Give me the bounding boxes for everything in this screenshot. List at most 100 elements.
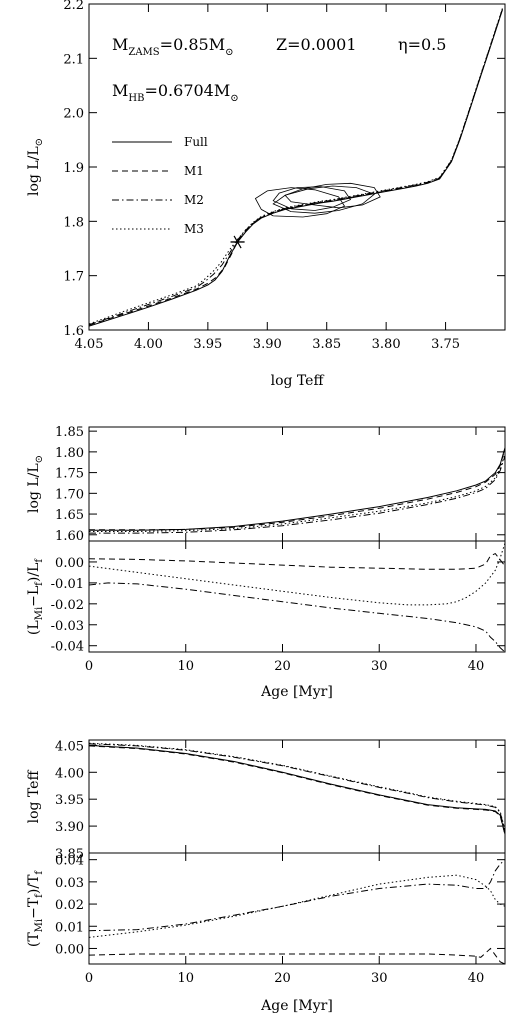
- hr-series-m3: [89, 7, 504, 325]
- lum-series-full: [89, 447, 505, 531]
- lum-ytick-label: 1.80: [55, 446, 84, 461]
- hr-y-axis-label: log L/L⊙: [26, 138, 45, 196]
- lumres-series-m1: [89, 552, 505, 570]
- teff-ytick-label: 3.90: [55, 820, 84, 835]
- lum-ytick-label: 1.60: [55, 529, 84, 544]
- lumres-xtick-label: 10: [177, 659, 194, 674]
- teffres-xtick-label: 0: [85, 971, 93, 986]
- teff-series-m2: [89, 743, 505, 832]
- hr-blue-loop-2: [254, 187, 346, 218]
- legend: Full M1 M2 M3: [112, 135, 208, 236]
- annotation-mhb: MHB=0.6704M⊙: [112, 81, 239, 104]
- hr-ytick-label: 2.0: [63, 107, 84, 122]
- legend-label-m1: M1: [184, 164, 204, 178]
- hr-xtick-label: 4.00: [134, 337, 163, 352]
- lumres-xtick-label: 20: [274, 659, 291, 674]
- teffres-y-axis-label: (TMi−Tf)/Tf: [26, 870, 45, 948]
- lum-residual-panel: 0.00 -0.01 -0.02 -0.03 -0.040 10 20 30 40 (LMi−L…: [26, 540, 506, 700]
- hr-xtick-label: 3.80: [372, 337, 401, 352]
- hr-x-axis-label: log Teff: [271, 373, 325, 389]
- lumres-series-group: [89, 542, 505, 652]
- hr-xtick-label: 3.75: [431, 337, 460, 352]
- legend-label-m3: M3: [184, 222, 204, 236]
- lum-series-m3: [89, 453, 505, 532]
- teffres-ytick-label: 0.01: [55, 920, 84, 935]
- hr-ytick-label: 2.2: [63, 0, 84, 13]
- lum-series-m2: [89, 455, 505, 534]
- lumres-ytick-label: -0.02: [51, 598, 84, 613]
- hr-ytick-label: 2.1: [63, 52, 84, 67]
- legend-label-m2: M2: [184, 193, 204, 207]
- teffres-xtick-label: 30: [371, 971, 388, 986]
- teff-age-panel: 3.85 3.90 3.95 4.00 4.05 log Teff: [26, 739, 506, 862]
- hr-ytick-label: 1.8: [63, 215, 84, 230]
- hr-asterisk-marker: [230, 235, 245, 249]
- lumres-xtick-label: 0: [85, 659, 93, 674]
- annotation-eta: η=0.5: [398, 35, 446, 54]
- teff-series-group: [89, 742, 505, 835]
- lum-axis-ticks: 1.60 1.65 1.70 1.75 1.80 1.85: [55, 425, 505, 544]
- legend-label-full: Full: [184, 135, 208, 149]
- teffres-x-axis-label: Age [Myr]: [260, 998, 333, 1014]
- hr-xtick-label: 3.85: [312, 337, 341, 352]
- lumres-ytick-label: 0.00: [55, 556, 84, 571]
- lumres-series-m3: [89, 542, 505, 606]
- teffres-ytick-label: 0.04: [55, 854, 84, 869]
- teff-ytick-label: 4.00: [55, 766, 84, 781]
- lum-ytick-label: 1.65: [55, 508, 84, 523]
- lumres-ytick-label: -0.01: [51, 577, 84, 592]
- lumres-xtick-label: 40: [468, 659, 485, 674]
- hr-blue-loop-3: [272, 186, 352, 211]
- teffres-axis-ticks: 0.00 0.01 0.02 0.03 0.04 0 10 20 30 40: [55, 853, 505, 986]
- lum-series-group: [89, 447, 505, 534]
- lumres-y-axis-label: (LMi−Lf)/Lf: [26, 558, 45, 635]
- lumres-x-axis-label: Age [Myr]: [260, 684, 333, 700]
- hr-diagram-panel: 1.6 1.7 1.8 1.9 2.0 2.1 2.2 4.05 4.00 3.95 3.90 3.8…: [26, 0, 506, 389]
- teff-y-axis-label: log Teff: [26, 770, 42, 824]
- annotation-mzams: MZAMS=0.85M⊙: [112, 35, 233, 58]
- luminosity-age-panel: 1.60 1.65 1.70 1.75 1.80 1.85 log L/L⊙: [26, 425, 506, 544]
- teffres-ytick-label: 0.03: [55, 876, 84, 891]
- teff-axis-ticks: 3.85 3.90 3.95 4.00 4.05: [55, 739, 505, 862]
- lumres-ytick-label: -0.03: [51, 619, 84, 634]
- lumres-series-m2: [89, 582, 505, 652]
- teff-ytick-label: 3.95: [55, 793, 84, 808]
- hr-ytick-label: 1.6: [63, 324, 84, 339]
- teffres-plot-frame: [88, 852, 506, 965]
- lum-series-m1: [89, 448, 505, 531]
- teff-series-full: [89, 744, 505, 835]
- lum-y-axis-label: log L/L⊙: [26, 455, 45, 513]
- lum-ytick-label: 1.75: [55, 467, 84, 482]
- teff-plot-frame: [88, 739, 506, 854]
- teffres-xtick-label: 10: [177, 971, 194, 986]
- hr-xtick-label: 4.05: [75, 337, 104, 352]
- hr-axis-ticks: 1.6 1.7 1.8 1.9 2.0 2.1 2.2 4.05 4.00 3.95 3.90 3.8…: [63, 0, 505, 352]
- teffres-ytick-label: 0.00: [55, 942, 84, 957]
- teff-series-m1: [89, 745, 505, 835]
- annotation-metallicity: Z=0.0001: [276, 35, 357, 54]
- hr-series-group: [89, 7, 504, 327]
- hr-xtick-label: 3.90: [253, 337, 282, 352]
- hr-ytick-label: 1.9: [63, 161, 84, 176]
- teffres-series-m1: [89, 947, 505, 964]
- teff-ytick-label: 3.85: [55, 847, 84, 862]
- lumres-xtick-label: 30: [371, 659, 388, 674]
- teffres-ytick-label: 0.02: [55, 898, 84, 913]
- teffres-xtick-label: 20: [274, 971, 291, 986]
- teff-residual-panel: 0.00 0.01 0.02 0.03 0.04 0 10 20 30 40 (TMi−Tf)/T…: [26, 852, 506, 1014]
- lumres-ytick-label: -0.04: [51, 640, 84, 655]
- lumres-axis-ticks: 0.00 -0.01 -0.02 -0.03 -0.040 10 20 30 40: [51, 541, 505, 674]
- hr-blue-loop-1: [272, 185, 376, 214]
- lum-ytick-label: 1.70: [55, 487, 84, 502]
- hr-xtick-label: 3.95: [193, 337, 222, 352]
- teff-ytick-label: 4.05: [55, 739, 84, 754]
- lum-ytick-label: 1.85: [55, 425, 84, 440]
- lumres-plot-frame: [88, 540, 506, 653]
- teffres-series-m2: [89, 859, 505, 932]
- teff-series-m3: [89, 742, 505, 831]
- hr-ytick-label: 1.7: [63, 270, 84, 285]
- teffres-series-group: [89, 859, 505, 964]
- teffres-series-m3: [89, 874, 505, 938]
- teffres-xtick-label: 40: [468, 971, 485, 986]
